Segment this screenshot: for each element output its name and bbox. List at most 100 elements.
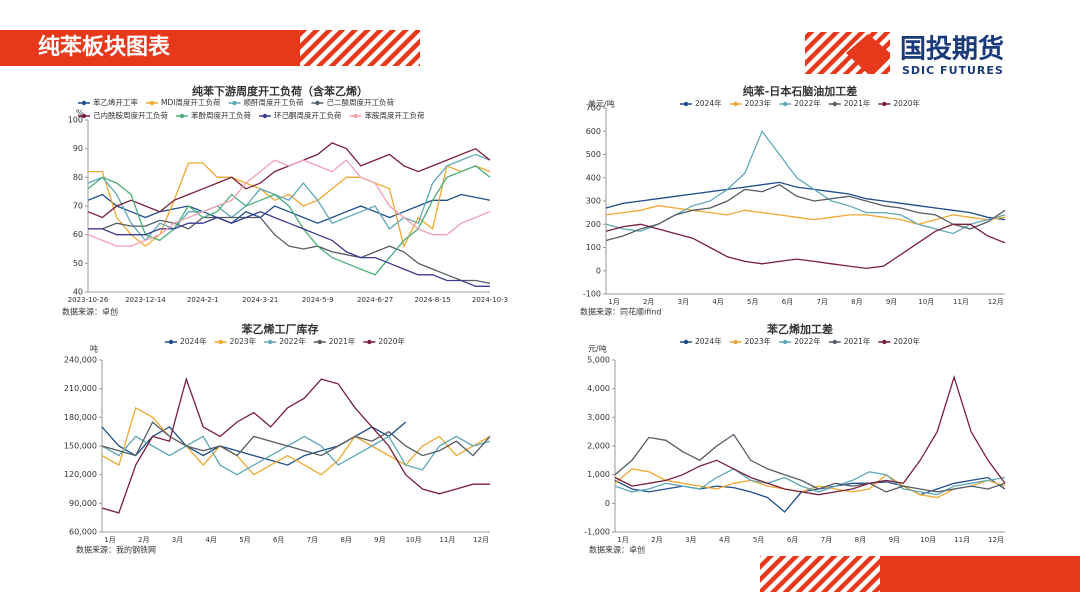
chart-title: 苯乙烯工厂库存: [241, 322, 319, 336]
y-tick-label: 600: [586, 127, 601, 136]
legend-label: 2023年: [745, 98, 772, 108]
title-bar: [0, 30, 300, 66]
legend-dot: [168, 339, 174, 345]
y-tick-label: 60: [73, 230, 83, 239]
series-line: [87, 165, 491, 276]
legend-label: 2021年: [844, 98, 871, 108]
x-tick-label: 12月: [988, 536, 1004, 544]
series-line: [88, 216, 491, 285]
series-line: [605, 183, 1006, 242]
x-tick-label: 11月: [439, 536, 455, 544]
legend-dot: [683, 101, 689, 107]
chart-title: 纯苯下游周度开工负荷（含苯乙烯）: [192, 84, 368, 98]
slide-title: 纯苯板块图表: [38, 34, 171, 60]
x-tick-label: 8月: [851, 298, 862, 306]
legend-label: MDI周度开工负荷: [161, 97, 221, 107]
legend-label: 2022年: [279, 336, 306, 346]
y-tick-label: -1,000: [584, 528, 610, 537]
legend-dot: [782, 101, 788, 107]
x-tick-label: 10月: [920, 536, 936, 544]
x-tick-label: 12月: [473, 536, 489, 544]
legend-label: 2023年: [745, 336, 772, 346]
y-tick-label: 700: [586, 104, 601, 113]
legend-label: 环己酮周度开工负荷: [274, 110, 342, 120]
legend-label: 苯乙烯开工率: [93, 97, 138, 107]
series-line: [87, 159, 491, 247]
x-tick-label: 12月: [988, 298, 1004, 306]
series-line: [87, 193, 491, 224]
legend-dot: [733, 101, 738, 107]
legend-dot: [683, 339, 689, 345]
x-tick-label: 5月: [239, 536, 250, 544]
y-tick-label: 2,000: [587, 442, 610, 451]
x-tick-label: 2024-3-21: [242, 296, 278, 304]
legend-label: 苯胺周度开工负荷: [365, 110, 425, 120]
y-tick-label: 240,000: [64, 356, 97, 365]
series-line: [605, 205, 1006, 225]
legend-dot: [179, 113, 185, 119]
y-tick-label: 90: [73, 144, 83, 153]
logo-en: SDIC FUTURES: [902, 64, 1004, 77]
y-tick-label: 210,000: [64, 384, 97, 393]
series-line: [605, 223, 1006, 270]
x-tick-label: 2月: [643, 298, 654, 306]
legend-dot: [353, 113, 358, 119]
source-note: 数据来源：同花顺ifind: [580, 307, 661, 317]
y-tick-label: 3,000: [587, 413, 610, 422]
chart-title: 纯苯-日本石脑油加工差: [743, 84, 858, 98]
series-line: [605, 181, 1006, 221]
legend-label: 己二酸周度开工负荷: [326, 97, 394, 107]
y-tick-label: 50: [73, 259, 83, 268]
y-tick-label: 4,000: [587, 384, 610, 393]
y-axis-unit: 美元/吨: [588, 99, 615, 109]
y-tick-label: 60,000: [69, 528, 97, 537]
legend-label: 2021年: [329, 336, 356, 346]
y-axis-unit: 吨: [90, 344, 98, 354]
legend-dot: [262, 113, 268, 119]
legend-label: 己内酰胺周度开工负荷: [93, 110, 168, 120]
title-stripes: [300, 30, 420, 66]
legend-label: 2022年: [794, 98, 821, 108]
legend-dot: [882, 339, 887, 345]
footer-stripes: [760, 556, 880, 592]
legend-dot: [832, 101, 837, 107]
y-axis-unit: 元/吨: [588, 344, 607, 354]
x-tick-label: 3月: [172, 536, 183, 544]
x-tick-label: 2月: [138, 536, 149, 544]
legend-dot: [832, 339, 837, 345]
series-line: [88, 210, 490, 287]
x-tick-label: 5月: [747, 298, 758, 306]
x-tick-label: 7月: [816, 298, 827, 306]
x-tick-label: 9月: [374, 536, 385, 544]
legend-dot: [267, 339, 273, 345]
y-tick-label: 120,000: [64, 470, 97, 479]
legend-dot: [733, 339, 738, 345]
x-tick-label: 4月: [712, 298, 723, 306]
x-tick-label: 2023-10-26: [68, 296, 109, 304]
legend-label: 2024年: [695, 98, 722, 108]
series-line: [101, 435, 491, 476]
legend-dot: [81, 100, 87, 106]
legend-dot: [315, 100, 320, 106]
series-line: [614, 433, 1006, 493]
chart-title: 苯乙烯加工差: [766, 322, 833, 336]
x-tick-label: 1月: [104, 536, 115, 544]
legend-label: 2022年: [794, 336, 821, 346]
y-tick-label: 300: [586, 197, 601, 206]
x-tick-label: 2024-10-3: [472, 296, 508, 304]
series-line: [614, 476, 1006, 513]
y-tick-label: 0: [605, 499, 610, 508]
x-tick-label: 6月: [782, 298, 793, 306]
legend-dot: [232, 100, 237, 106]
legend-dot: [81, 113, 87, 119]
x-tick-label: 2024-8-15: [414, 296, 450, 304]
series-line: [101, 421, 491, 457]
x-tick-label: 7月: [307, 536, 318, 544]
y-tick-label: 500: [586, 150, 601, 159]
legend-label: 苯酚周度开工负荷: [191, 110, 251, 120]
y-tick-label: 90,000: [69, 499, 97, 508]
x-tick-label: 7月: [821, 536, 832, 544]
y-tick-label: 80: [73, 173, 83, 182]
x-tick-label: 11月: [953, 298, 969, 306]
